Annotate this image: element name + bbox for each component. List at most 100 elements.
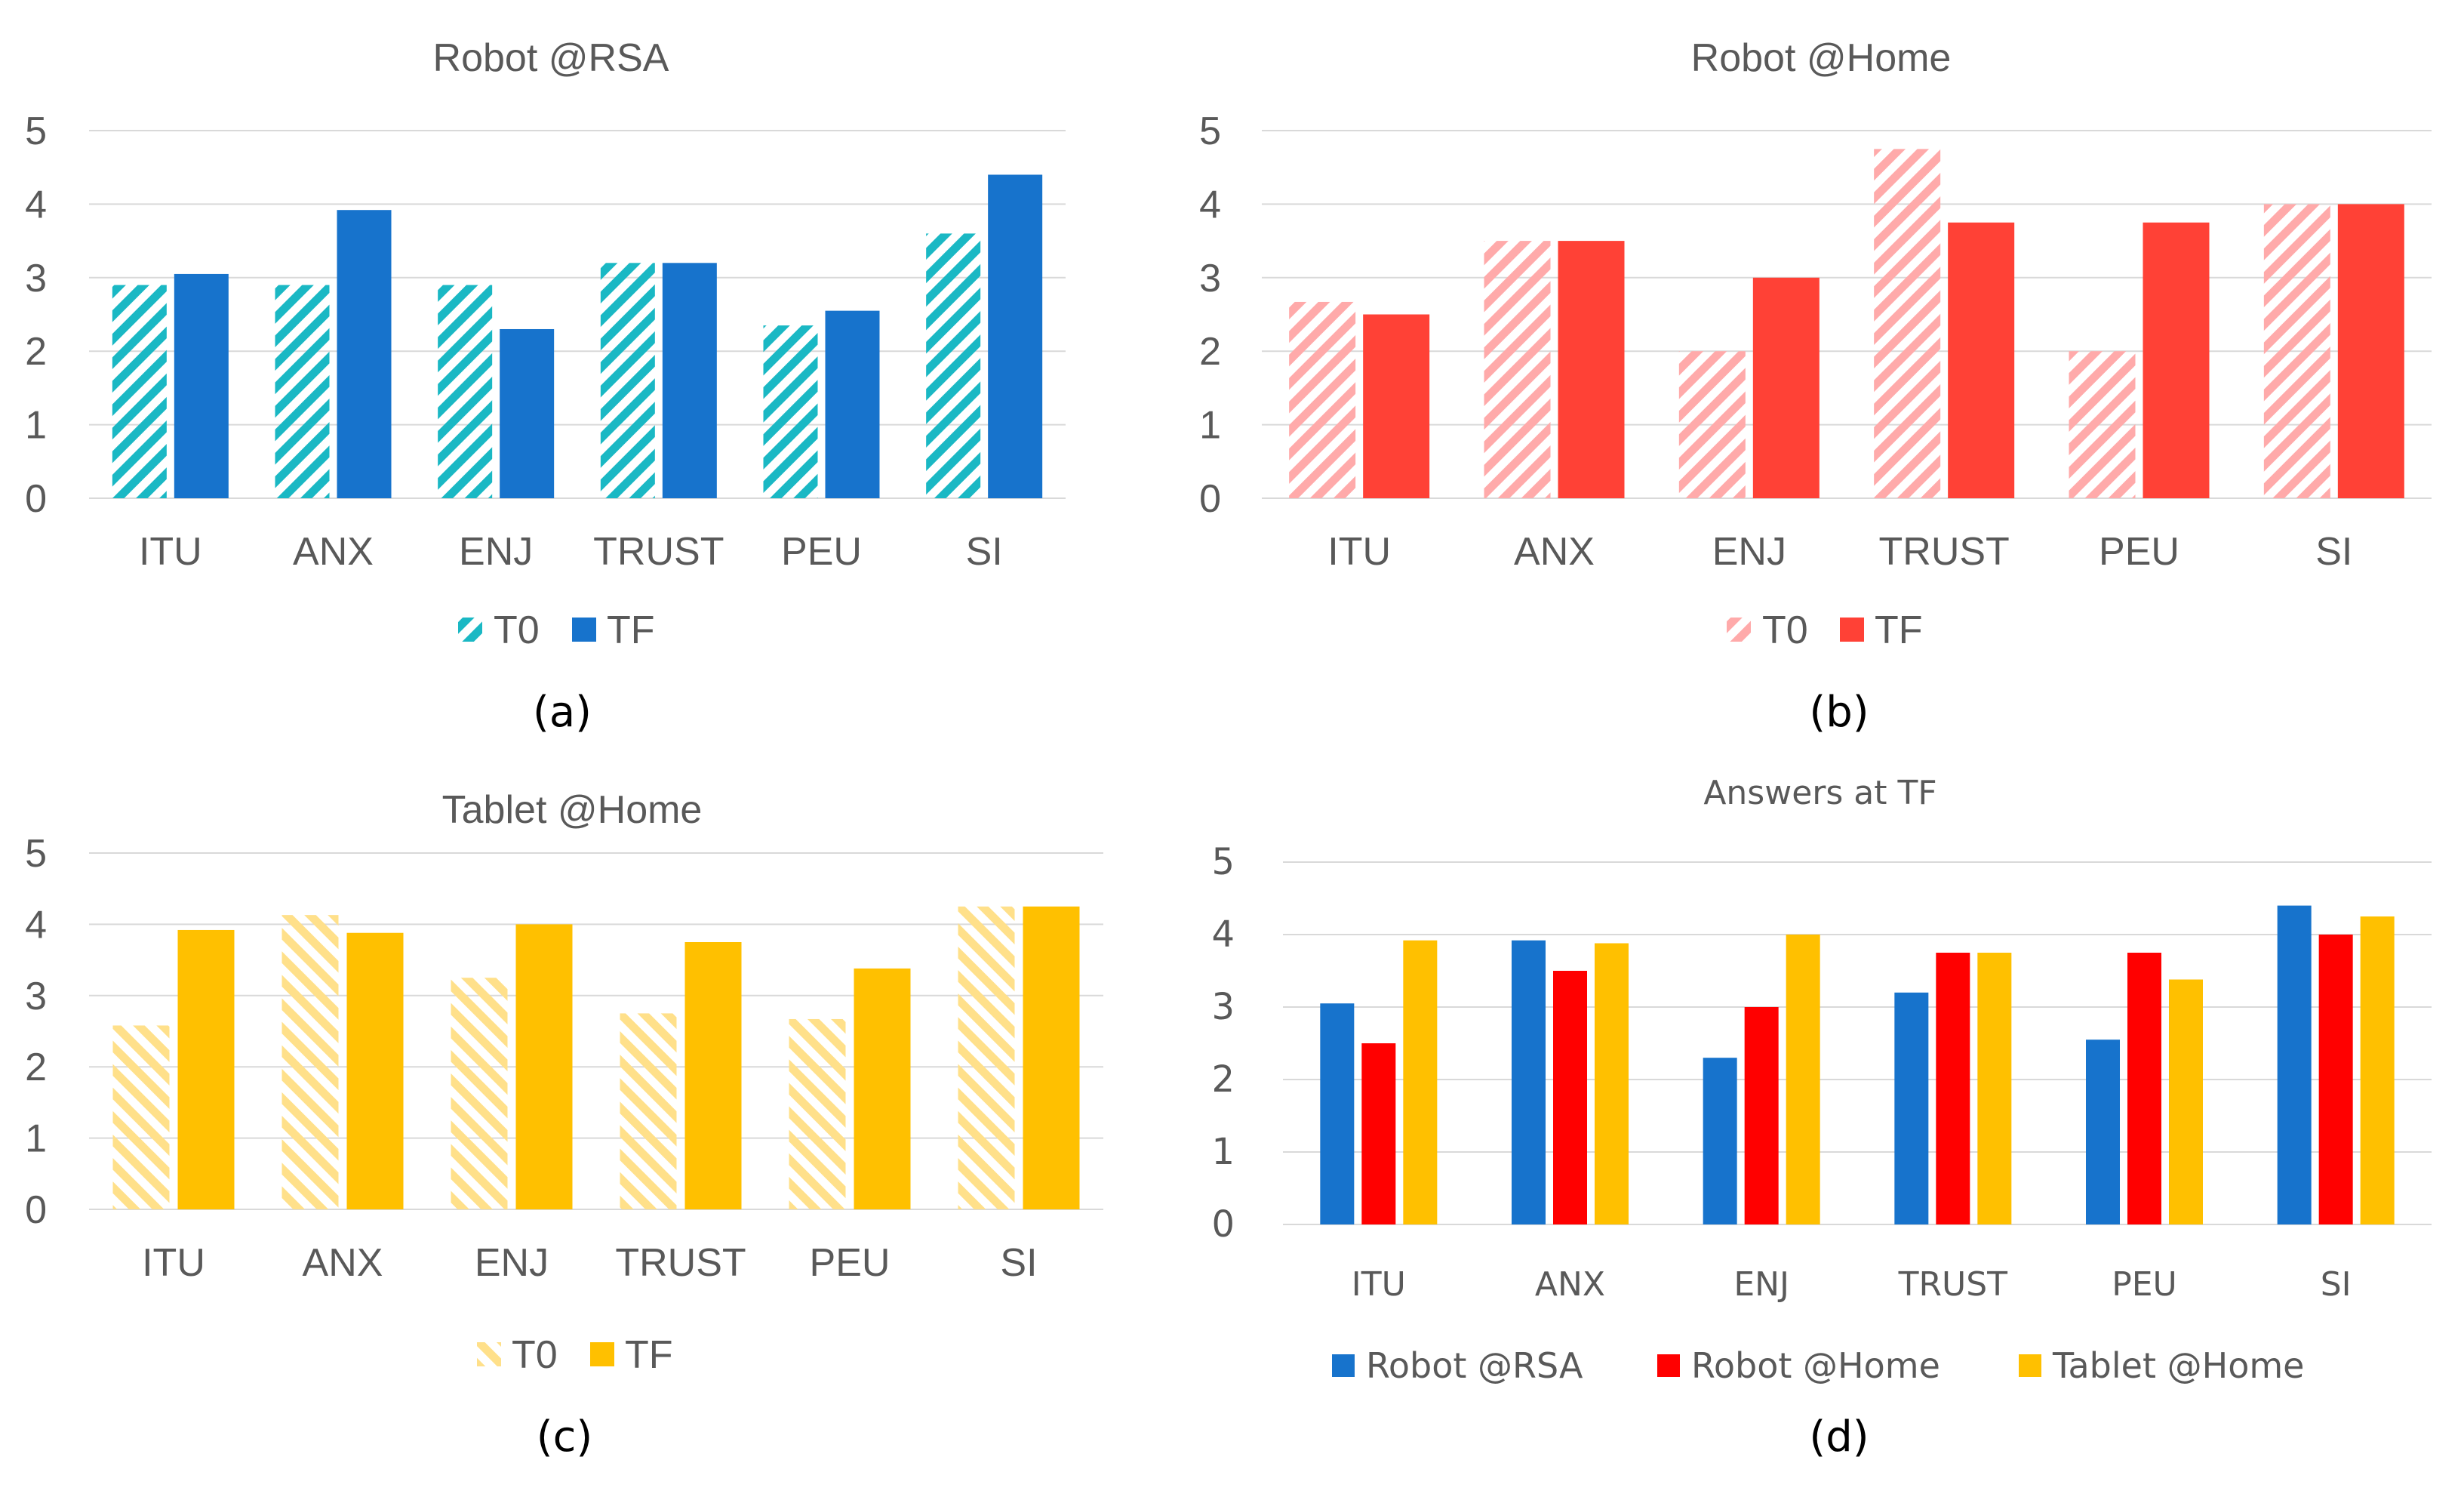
bar-tf-peu xyxy=(825,310,880,498)
x-tick-label: ENJ xyxy=(459,530,533,574)
bar-tf-itu xyxy=(177,929,235,1209)
bar-t0-anx xyxy=(275,285,330,498)
x-tick-label: ENJ xyxy=(1733,1265,1789,1304)
bar-tf-enj xyxy=(1752,277,1820,498)
y-axis-ticks: 0 1 2 3 4 5 xyxy=(1211,841,1235,1246)
gridlines xyxy=(1262,130,2432,499)
legend-swatch xyxy=(477,1342,501,1366)
x-tick-label: ANX xyxy=(1514,530,1595,574)
x-axis-ticks: ITU ANX ENJ TRUST PEU SI xyxy=(1352,1265,2352,1304)
x-tick-label: ANX xyxy=(293,530,374,574)
y-axis-ticks: 0 1 2 3 4 5 xyxy=(25,109,47,521)
y-tick-label: 0 xyxy=(25,477,47,521)
y-tick-label: 0 xyxy=(1199,477,1221,521)
bar-t0-anx xyxy=(281,915,339,1209)
legend-label: TF xyxy=(607,608,655,652)
bar-tf-enj xyxy=(500,328,555,498)
x-tick-label: SI xyxy=(1000,1241,1037,1285)
bar-tf-trust xyxy=(684,942,742,1209)
x-tick-label: SI xyxy=(2315,530,2352,574)
chart-panel-b: Robot @Home 0 1 2 3 4 5 ITU ANX ENJ TRUS… xyxy=(1199,36,2432,737)
bar-robot-home-peu xyxy=(2127,953,2161,1224)
bar-t0-si xyxy=(2263,204,2330,498)
y-tick-label: 1 xyxy=(25,404,47,448)
bar-t0-trust xyxy=(600,263,655,498)
bar-robot-rsa-si xyxy=(2277,905,2312,1224)
bar-t0-peu xyxy=(789,1018,846,1209)
x-tick-label: TRUST xyxy=(1879,530,2010,574)
y-tick-label: 1 xyxy=(1199,404,1221,448)
legend-swatch xyxy=(2019,1354,2041,1377)
y-tick-label: 2 xyxy=(1199,330,1221,374)
legend: T0 TF xyxy=(1727,608,1923,652)
y-tick-label: 1 xyxy=(1211,1131,1235,1173)
legend-label: TF xyxy=(1875,608,1923,652)
x-tick-label: ITU xyxy=(139,530,202,574)
bars xyxy=(1289,149,2404,498)
chart-title: Answers at TF xyxy=(1703,774,1936,812)
bar-tf-si xyxy=(2337,204,2404,498)
bar-tablet-home-enj xyxy=(1786,935,1820,1224)
x-tick-label: PEU xyxy=(2112,1265,2177,1304)
panel-caption: (b) xyxy=(1809,688,1869,737)
x-tick-label: ITU xyxy=(1327,530,1391,574)
bar-robot-home-trust xyxy=(1936,953,1970,1224)
panel-caption: (a) xyxy=(533,688,592,737)
legend: T0 TF xyxy=(477,1333,673,1377)
y-tick-label: 5 xyxy=(25,109,47,153)
legend-label: Tablet @Home xyxy=(2052,1345,2304,1386)
bar-tablet-home-anx xyxy=(1595,943,1629,1224)
x-tick-label: PEU xyxy=(810,1241,891,1285)
bar-tf-anx xyxy=(346,932,404,1209)
legend: Robot @RSA Robot @Home Tablet @Home xyxy=(1332,1345,2304,1386)
bar-tf-enj xyxy=(515,924,573,1209)
bar-tf-si xyxy=(1023,906,1080,1209)
y-tick-label: 3 xyxy=(1199,257,1221,300)
legend-label: Robot @Home xyxy=(1691,1345,1940,1386)
legend-label: T0 xyxy=(494,608,540,652)
y-tick-label: 3 xyxy=(25,975,47,1018)
bar-t0-peu xyxy=(2069,351,2136,498)
y-tick-label: 5 xyxy=(25,832,47,876)
x-tick-label: PEU xyxy=(781,530,862,574)
bar-t0-si xyxy=(958,906,1015,1209)
chart-title: Robot @RSA xyxy=(433,36,669,80)
bar-tablet-home-trust xyxy=(1977,953,2012,1224)
bar-t0-trust xyxy=(620,1013,677,1209)
legend-swatch xyxy=(1657,1354,1680,1377)
bar-t0-itu xyxy=(112,1025,170,1209)
x-tick-label: ENJ xyxy=(475,1241,549,1285)
legend-label: T0 xyxy=(1762,608,1808,652)
y-tick-label: 3 xyxy=(1211,986,1235,1028)
bar-robot-home-anx xyxy=(1553,971,1587,1224)
bar-tf-peu xyxy=(2143,222,2210,498)
y-tick-label: 3 xyxy=(25,257,47,300)
bar-robot-home-itu xyxy=(1361,1043,1396,1224)
y-tick-label: 4 xyxy=(25,183,47,226)
legend-swatch xyxy=(458,618,482,642)
bar-tablet-home-itu xyxy=(1403,940,1438,1224)
legend: T0 TF xyxy=(458,608,655,652)
bar-tf-anx xyxy=(337,210,392,498)
chart-title: Tablet @Home xyxy=(442,788,703,832)
bar-tf-peu xyxy=(854,968,911,1209)
y-tick-label: 5 xyxy=(1211,841,1235,883)
x-tick-label: PEU xyxy=(2099,530,2179,574)
legend-swatch xyxy=(572,618,596,642)
y-tick-label: 2 xyxy=(25,330,47,374)
panel-caption: (c) xyxy=(537,1412,592,1461)
y-tick-label: 4 xyxy=(25,903,47,947)
bar-tf-si xyxy=(988,174,1043,498)
bars xyxy=(112,906,1080,1209)
bar-tablet-home-si xyxy=(2360,916,2395,1224)
y-tick-label: 5 xyxy=(1199,109,1221,153)
gridlines xyxy=(1283,861,2432,1225)
legend-label: T0 xyxy=(512,1333,558,1377)
bar-tf-trust xyxy=(662,263,717,498)
bar-robot-rsa-itu xyxy=(1320,1003,1355,1224)
y-axis-ticks: 0 1 2 3 4 5 xyxy=(25,832,47,1232)
legend-swatch xyxy=(1840,618,1864,642)
x-tick-label: ENJ xyxy=(1712,530,1786,574)
x-axis-ticks: ITU ANX ENJ TRUST PEU SI xyxy=(142,1241,1037,1285)
